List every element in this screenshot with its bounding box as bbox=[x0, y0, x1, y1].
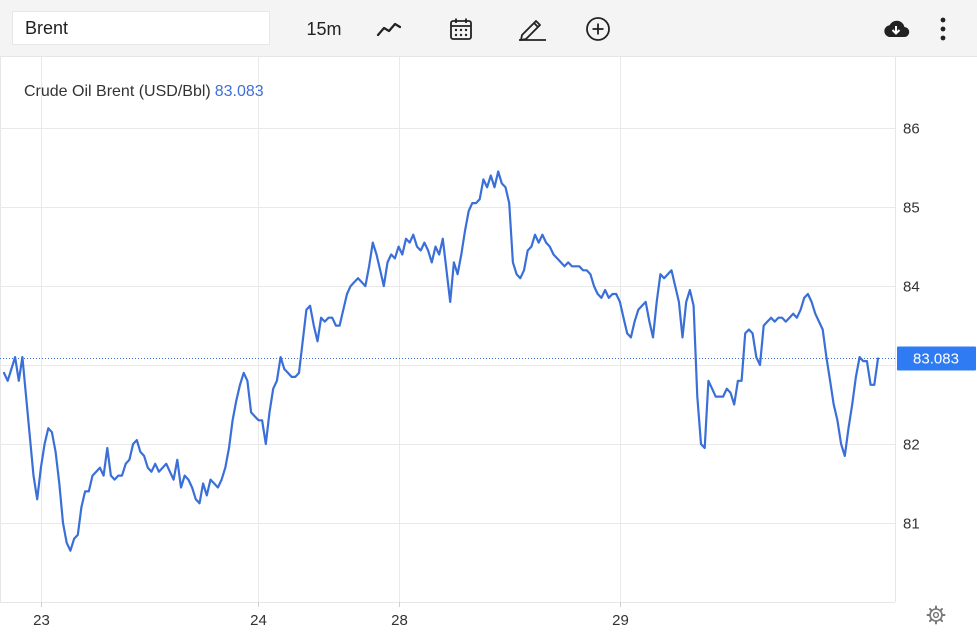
y-tick-label: 85 bbox=[903, 200, 920, 217]
chart-type-icon[interactable] bbox=[372, 12, 406, 46]
x-tick-label: 28 bbox=[391, 612, 408, 629]
price-axis: 818283848586 bbox=[903, 121, 920, 533]
legend-series-name: Crude Oil Brent (USD/Bbl) bbox=[24, 83, 211, 100]
time-axis: 23 24 28 29 bbox=[33, 602, 629, 629]
chart-toolbar: 15m bbox=[0, 0, 977, 57]
x-tick-label: 29 bbox=[612, 612, 629, 629]
last-price-badge-bg bbox=[897, 346, 976, 371]
y-tick-label: 84 bbox=[903, 279, 920, 296]
more-vertical-icon[interactable] bbox=[930, 12, 956, 46]
symbol-search-input[interactable] bbox=[12, 11, 270, 45]
last-price-badge: 83.083 bbox=[897, 346, 976, 371]
calendar-icon[interactable] bbox=[444, 12, 478, 46]
x-tick-label: 23 bbox=[33, 612, 50, 629]
price-series-line bbox=[2, 170, 880, 552]
y-tick-label: 86 bbox=[903, 121, 920, 138]
download-cloud-icon[interactable] bbox=[880, 12, 912, 46]
y-tick-label: 82 bbox=[903, 437, 920, 454]
legend-last-value: 83.083 bbox=[214, 83, 264, 100]
grid bbox=[0, 57, 895, 602]
add-indicator-icon[interactable] bbox=[582, 12, 614, 46]
x-tick-label: 24 bbox=[250, 612, 267, 629]
draw-pencil-icon[interactable] bbox=[514, 12, 550, 46]
interval-selector[interactable]: 15m bbox=[306, 18, 342, 39]
series-legend: Crude Oil Brent (USD/Bbl) 83.083 bbox=[24, 83, 264, 101]
last-price-badge-label: 83.083 bbox=[913, 350, 959, 367]
settings-gear-icon[interactable] bbox=[926, 605, 946, 625]
y-tick-label: 81 bbox=[903, 516, 920, 533]
